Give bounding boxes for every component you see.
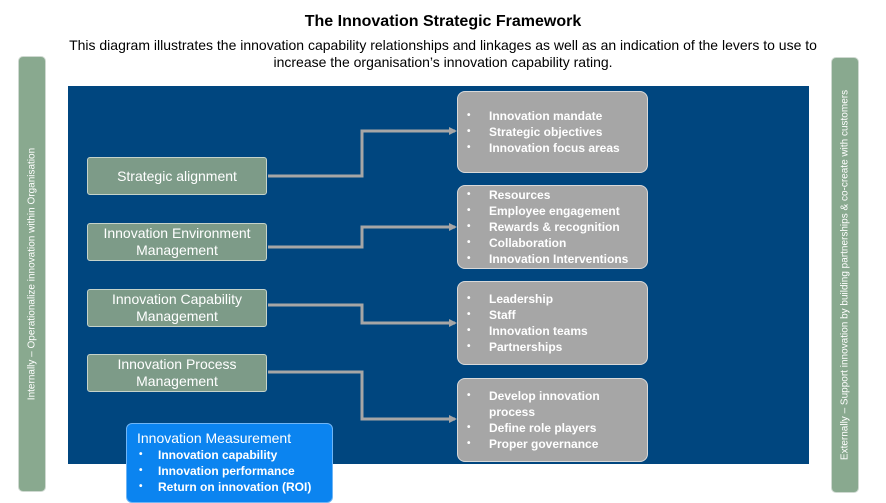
environment-levers-box: Resources Employee engagement Rewards & … <box>457 185 648 269</box>
capability-management-label: Innovation Capability Management <box>112 291 242 324</box>
list-item: Develop innovation process <box>467 388 619 420</box>
connector-process <box>268 370 457 423</box>
framework-panel <box>68 86 809 464</box>
process-management-label: Innovation Process Management <box>117 356 237 389</box>
innovation-measurement-box: Innovation Measurement Innovation capabi… <box>126 423 333 503</box>
capability-management-box: Innovation Capability Management <box>87 289 267 327</box>
list-item: Return on innovation (ROI) <box>139 479 332 495</box>
list-item: Innovation performance <box>139 463 332 479</box>
strategic-alignment-box: Strategic alignment <box>87 157 267 195</box>
list-item: Innovation capability <box>139 447 332 463</box>
capability-levers-list: Leadership Staff Innovation teams Partne… <box>458 291 588 355</box>
strategic-levers-list: Innovation mandate Strategic objectives … <box>458 108 620 156</box>
process-levers-list: Develop innovation process Define role p… <box>458 388 619 452</box>
connector-strategic <box>268 127 457 178</box>
list-item: Innovation Interventions <box>467 251 628 267</box>
environment-management-label: Innovation Environment Management <box>103 225 251 258</box>
list-item: Staff <box>467 307 588 323</box>
environment-levers-list: Resources Employee engagement Rewards & … <box>458 187 628 267</box>
list-item: Innovation mandate <box>467 108 620 124</box>
diagram-subtitle: This diagram illustrates the innovation … <box>69 37 817 70</box>
strategic-levers-box: Innovation mandate Strategic objectives … <box>457 91 648 173</box>
connector-environment <box>268 223 457 249</box>
process-management-box: Innovation Process Management <box>87 354 267 392</box>
connector-capability <box>268 303 457 327</box>
left-side-bar: Internally – Operationalize innovation w… <box>18 56 46 492</box>
right-side-bar: Externally – Support innovation by build… <box>831 57 859 493</box>
capability-levers-box: Leadership Staff Innovation teams Partne… <box>457 281 648 365</box>
process-levers-box: Develop innovation process Define role p… <box>457 378 648 462</box>
innovation-measurement-list: Innovation capability Innovation perform… <box>137 447 332 495</box>
list-item: Innovation focus areas <box>467 140 620 156</box>
list-item: Proper governance <box>467 436 619 452</box>
innovation-measurement-title: Innovation Measurement <box>137 430 292 446</box>
list-item: Innovation teams <box>467 323 588 339</box>
strategic-alignment-label: Strategic alignment <box>117 167 237 184</box>
list-item: Partnerships <box>467 339 588 355</box>
list-item: Resources <box>467 187 628 203</box>
list-item: Strategic objectives <box>467 124 620 140</box>
list-item: Collaboration <box>467 235 628 251</box>
list-item: Rewards & recognition <box>467 219 628 235</box>
list-item: Leadership <box>467 291 588 307</box>
environment-management-box: Innovation Environment Management <box>87 223 267 261</box>
list-item: Employee engagement <box>467 203 628 219</box>
diagram-title: The Innovation Strategic Framework <box>304 13 582 30</box>
list-item: Define role players <box>467 420 619 436</box>
